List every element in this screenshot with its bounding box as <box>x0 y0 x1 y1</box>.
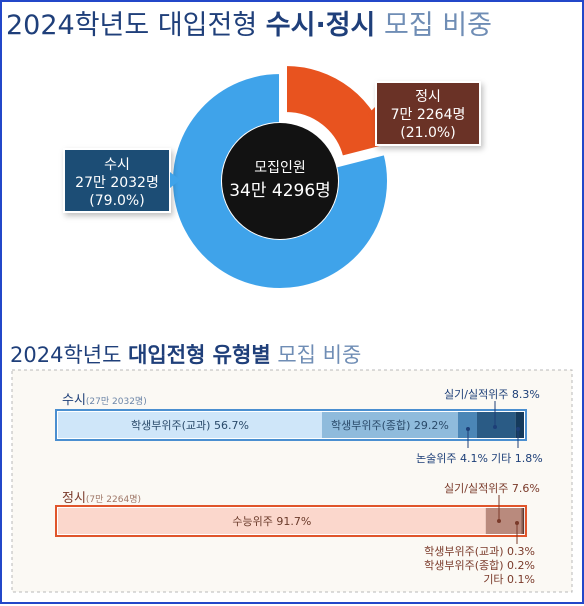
jeongsi-label-gyogwa: 학생부위주(교과) 0.3% <box>424 545 535 558</box>
jeongsi-leader-silgi-dot <box>497 519 501 523</box>
jeongsi-bar-segment-label-0: 수능위주 91.7% <box>232 515 311 528</box>
susi-label-silgi: 실기/실적위주 8.3% <box>444 388 540 401</box>
susi-label-gita: 기타 1.8% <box>491 452 543 465</box>
susi-callout-percent: (79.0%) <box>89 193 144 209</box>
jeongsi-stacked-bar: 수능위주 91.7% <box>55 505 527 537</box>
jeongsi-callout-name: 정시 <box>415 89 441 105</box>
susi-leader-silgi-dot <box>493 425 497 429</box>
susi-callout-pointer <box>170 172 180 188</box>
section2-title-part1: 2024학년도 <box>10 343 128 367</box>
main-title-part3: 모집 비중 <box>375 10 492 41</box>
susi-bar-segment-1 <box>321 412 458 438</box>
susi-bar-segment-0 <box>58 412 322 438</box>
susi-bar-segment-label-0: 학생부위주(교과) 56.7% <box>131 419 249 432</box>
jeongsi-callout: 정시 7만 2264명 (21.0%) <box>368 81 481 146</box>
susi-bar-segment-label-1: 학생부위주(종합) 29.2% <box>331 419 449 432</box>
jeongsi-bar-sub: (7만 2264명) <box>86 494 141 505</box>
main-title-part2: 수시·정시 <box>266 10 376 41</box>
donut-center-disk <box>222 123 338 239</box>
jeongsi-callout-count: 7만 2264명 <box>391 107 466 123</box>
susi-label-nonsul: 논술위주 4.1% <box>416 452 488 465</box>
susi-bar-heading: 수시(27만 2032명) <box>62 393 147 408</box>
jeongsi-callout-pointer <box>368 106 376 122</box>
susi-bar-segment-3 <box>476 412 516 438</box>
main-title: 2024학년도 대입전형 수시·정시 모집 비중 <box>6 10 492 41</box>
jeongsi-bar-segment-2 <box>521 508 523 534</box>
susi-leader-nonsul-dot <box>466 427 470 431</box>
donut-center-label: 모집인원 <box>254 160 306 176</box>
section2-panel <box>11 369 573 593</box>
susi-callout-count: 27만 2032명 <box>75 175 159 191</box>
jeongsi-bar-segment-3 <box>522 508 524 534</box>
susi-bar-segment-4 <box>515 412 524 438</box>
section2-title-part3: 모집 비중 <box>271 343 362 367</box>
susi-leader-gita-dot <box>516 427 520 431</box>
jeongsi-bar-segment-0 <box>58 508 486 534</box>
section2-title-part2: 대입전형 유형별 <box>128 343 271 367</box>
jeongsi-bar-segment-1 <box>485 508 522 534</box>
jeongsi-label-silgi: 실기/실적위주 7.6% <box>444 482 540 495</box>
susi-bar-name: 수시 <box>62 393 86 408</box>
jeongsi-label-gita: 기타 0.1% <box>483 573 535 586</box>
susi-callout-box <box>63 148 171 213</box>
susi-bar-sub: (27만 2032명) <box>86 396 147 407</box>
jeongsi-bar-segment-4 <box>523 508 525 534</box>
susi-stacked-bar: 학생부위주(교과) 56.7% 학생부위주(종합) 29.2% <box>55 409 527 441</box>
donut-center-value: 34만 4296명 <box>229 181 331 201</box>
susi-bar-segment-2 <box>457 412 477 438</box>
susi-callout: 수시 27만 2032명 (79.0%) <box>63 148 180 213</box>
jeongsi-callout-percent: (21.0%) <box>400 125 455 141</box>
jeongsi-label-jonghap: 학생부위주(종합) 0.2% <box>424 559 535 572</box>
jeongsi-bar-heading: 정시(7만 2264명) <box>62 491 141 506</box>
jeongsi-bar-name: 정시 <box>62 491 86 506</box>
susi-callout-name: 수시 <box>104 157 130 173</box>
main-title-part1: 2024학년도 대입전형 <box>6 10 266 41</box>
section2-title: 2024학년도 대입전형 유형별 모집 비중 <box>10 343 361 367</box>
jeongsi-leader-small-dot <box>515 521 519 525</box>
jeongsi-callout-box <box>375 81 481 146</box>
